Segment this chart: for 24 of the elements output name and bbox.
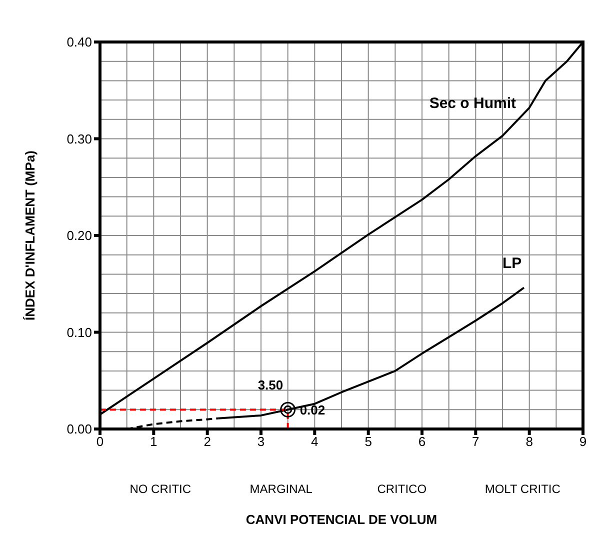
x-tick-label: 5 [364,434,372,450]
y-tick-label: 0.40 [66,34,92,50]
y-axis-title: ÍNDEX D'INFLAMENT (MPa) [22,150,38,320]
x-tick-label: 8 [526,434,533,450]
x-tick-label: 7 [472,434,480,450]
annotation: 3.50 [258,378,284,393]
x-tick-label: 1 [150,434,158,450]
y-tick-label: 0.30 [66,131,92,146]
x-tick-label: 6 [418,434,426,450]
x-tick-label: 2 [204,434,211,450]
x-tick-label: 4 [311,434,318,450]
text: CRITICO [376,482,428,496]
x-tick-label: 0 [96,434,104,450]
series-label: LP [502,255,522,272]
x-tick-label: 3 [257,434,265,450]
x-axis-title: CANVI POTENCIAL DE VOLUM [244,512,438,527]
y-tick-label: 0.10 [66,324,92,340]
series-label: Sec o Humit [429,94,516,112]
y-tick-label: 0.00 [66,422,92,437]
x-tick-label: 9 [579,434,587,450]
text: MARGINAL [248,482,314,496]
text: NO CRITIC [128,482,192,496]
y-tick-label: 0.20 [66,228,92,244]
text: MOLT CRITIC [484,482,562,496]
